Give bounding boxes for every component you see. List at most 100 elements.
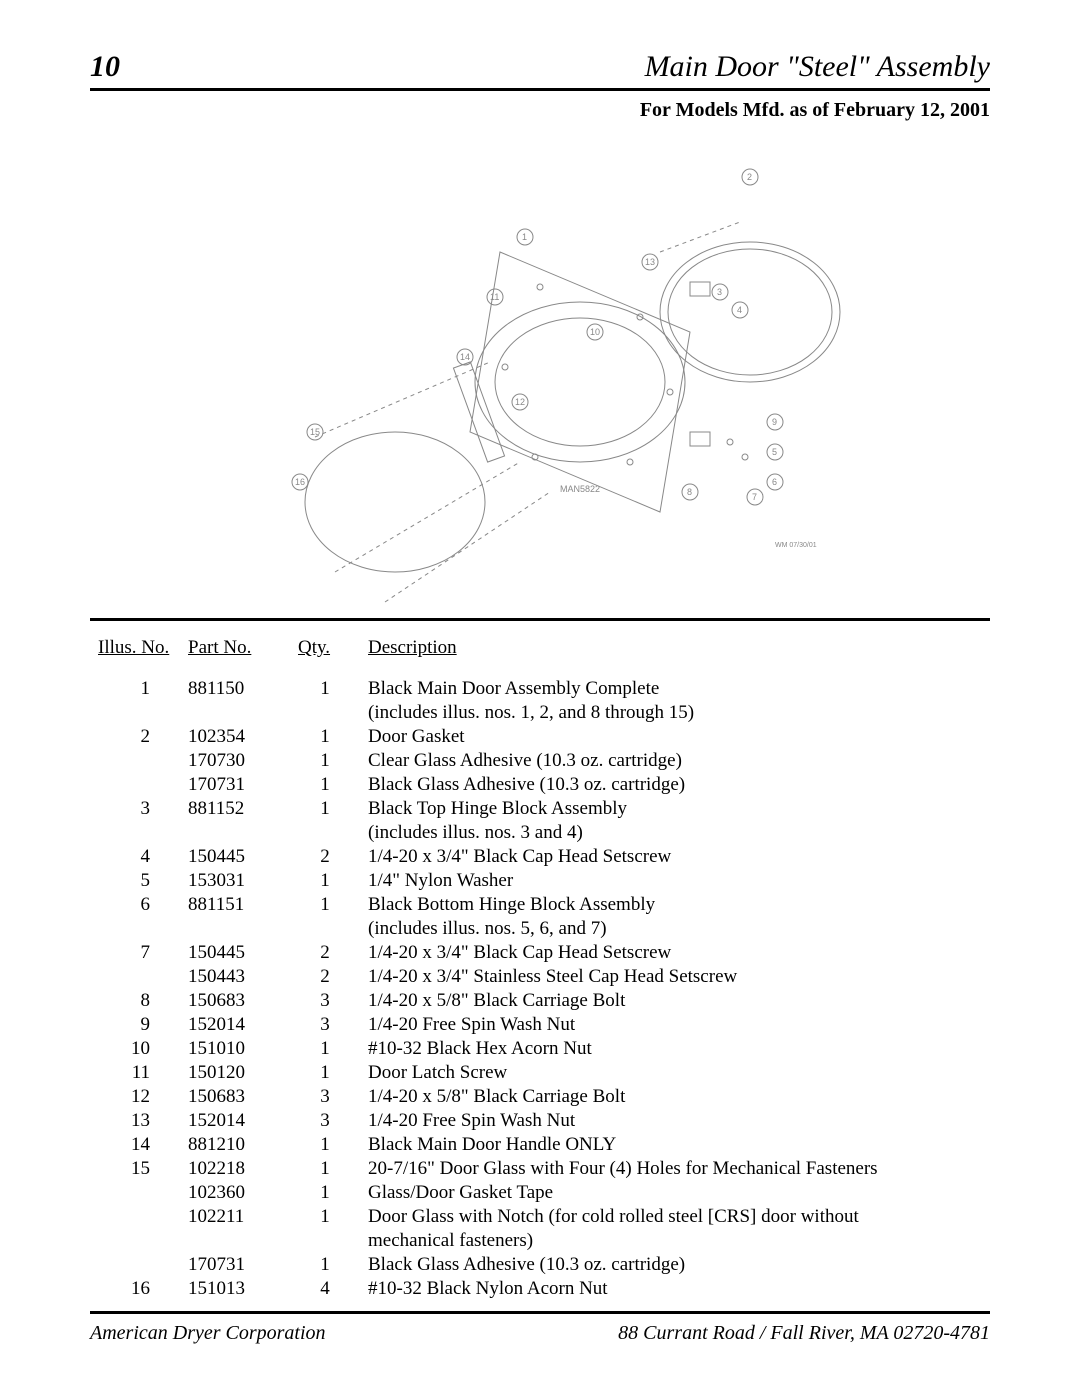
table-row: 715044521/4-20 x 3/4" Black Cap Head Set… (90, 941, 990, 965)
cell-desc: Black Main Door Handle ONLY (360, 1133, 990, 1157)
table-row: 1022111Door Glass with Notch (for cold r… (90, 1205, 990, 1229)
callout-4: 4 (732, 302, 748, 318)
table-row: 15044321/4-20 x 3/4" Stainless Steel Cap… (90, 965, 990, 989)
cell-desc: #10-32 Black Hex Acorn Nut (360, 1037, 990, 1061)
cell-part: 881152 (180, 797, 290, 821)
table-top-rule (90, 618, 990, 621)
table-row: 111501201Door Latch Screw (90, 1061, 990, 1085)
cell-illus: 12 (90, 1085, 180, 1109)
cell-qty: 1 (290, 869, 360, 893)
cell-qty (290, 701, 360, 725)
callout-14: 14 (457, 349, 473, 365)
svg-text:3: 3 (717, 287, 722, 297)
table-row: 148812101Black Main Door Handle ONLY (90, 1133, 990, 1157)
footer-company: American Dryer Corporation (90, 1322, 326, 1345)
cell-illus: 2 (90, 725, 180, 749)
cell-part: 102211 (180, 1205, 290, 1229)
cell-desc: 20-7/16" Door Glass with Four (4) Holes … (360, 1157, 990, 1181)
svg-text:15: 15 (310, 427, 320, 437)
cell-desc: 1/4" Nylon Washer (360, 869, 990, 893)
cell-part: 881151 (180, 893, 290, 917)
cell-desc: 1/4-20 Free Spin Wash Nut (360, 1109, 990, 1133)
page-number: 10 (90, 50, 120, 84)
svg-text:1: 1 (522, 232, 527, 242)
cell-desc: 1/4-20 x 3/4" Stainless Steel Cap Head S… (360, 965, 990, 989)
cell-illus: 16 (90, 1277, 180, 1301)
cell-illus: 8 (90, 989, 180, 1013)
svg-text:2: 2 (747, 172, 752, 182)
cell-part: 150445 (180, 845, 290, 869)
cell-part: 102354 (180, 725, 290, 749)
svg-text:7: 7 (752, 492, 757, 502)
cell-qty: 4 (290, 1277, 360, 1301)
subtitle: For Models Mfd. as of February 12, 2001 (90, 99, 990, 122)
cell-desc: Black Glass Adhesive (10.3 oz. cartridge… (360, 1253, 990, 1277)
svg-text:14: 14 (460, 352, 470, 362)
cell-desc: 1/4-20 x 3/4" Black Cap Head Setscrew (360, 845, 990, 869)
page-title: Main Door "Steel" Assembly (645, 50, 990, 84)
cell-illus: 9 (90, 1013, 180, 1037)
cell-part: 150683 (180, 1085, 290, 1109)
cell-desc: Black Top Hinge Block Assembly (360, 797, 990, 821)
footer-address: 88 Currant Road / Fall River, MA 02720-4… (618, 1322, 990, 1345)
callout-11: 11 (487, 289, 503, 305)
table-header-row: Illus. No. Part No. Qty. Description (90, 633, 990, 677)
table-row: 18811501Black Main Door Assembly Complet… (90, 677, 990, 701)
cell-desc: 1/4-20 Free Spin Wash Nut (360, 1013, 990, 1037)
table-row: 1707311Black Glass Adhesive (10.3 oz. ca… (90, 1253, 990, 1277)
table-row: (includes illus. nos. 1, 2, and 8 throug… (90, 701, 990, 725)
svg-text:6: 6 (772, 477, 777, 487)
table-row: mechanical fasteners) (90, 1229, 990, 1253)
cell-part (180, 701, 290, 725)
header: 10 Main Door "Steel" Assembly (90, 50, 990, 91)
cell-part: 150120 (180, 1061, 290, 1085)
svg-text:16: 16 (295, 477, 305, 487)
exploded-diagram: 1 2 3 4 5 6 7 8 9 10 11 12 13 14 15 16 M… (90, 132, 990, 612)
cell-illus: 1 (90, 677, 180, 701)
cell-illus (90, 701, 180, 725)
cell-part: 150445 (180, 941, 290, 965)
cell-desc: 1/4-20 x 3/4" Black Cap Head Setscrew (360, 941, 990, 965)
cell-part: 152014 (180, 1013, 290, 1037)
table-row: 1023601Glass/Door Gasket Tape (90, 1181, 990, 1205)
cell-desc: Glass/Door Gasket Tape (360, 1181, 990, 1205)
col-header-illus: Illus. No. (90, 633, 180, 677)
cell-desc: (includes illus. nos. 5, 6, and 7) (360, 917, 990, 941)
cell-qty: 1 (290, 797, 360, 821)
cell-illus: 10 (90, 1037, 180, 1061)
svg-text:4: 4 (737, 305, 742, 315)
callout-15: 15 (307, 424, 323, 440)
cell-illus (90, 749, 180, 773)
callout-7: 7 (747, 489, 763, 505)
svg-text:11: 11 (490, 292, 499, 302)
cell-part: 153031 (180, 869, 290, 893)
table-row: (includes illus. nos. 5, 6, and 7) (90, 917, 990, 941)
footer: American Dryer Corporation 88 Currant Ro… (90, 1322, 990, 1345)
cell-illus (90, 1205, 180, 1229)
svg-text:9: 9 (772, 417, 777, 427)
cell-qty: 1 (290, 749, 360, 773)
table-row: 515303111/4" Nylon Washer (90, 869, 990, 893)
cell-illus: 15 (90, 1157, 180, 1181)
cell-part: 152014 (180, 1109, 290, 1133)
cell-illus (90, 821, 180, 845)
table-row: 1707301Clear Glass Adhesive (10.3 oz. ca… (90, 749, 990, 773)
cell-illus: 11 (90, 1061, 180, 1085)
cell-part: 150683 (180, 989, 290, 1013)
cell-qty: 1 (290, 1181, 360, 1205)
cell-illus (90, 1181, 180, 1205)
cell-desc: #10-32 Black Nylon Acorn Nut (360, 1277, 990, 1301)
cell-illus: 5 (90, 869, 180, 893)
cell-qty: 3 (290, 1085, 360, 1109)
callout-6: 6 (767, 474, 783, 490)
cell-desc: Door Glass with Notch (for cold rolled s… (360, 1205, 990, 1229)
cell-part: 170730 (180, 749, 290, 773)
callout-3: 3 (712, 284, 728, 300)
cell-desc: Door Latch Screw (360, 1061, 990, 1085)
cell-illus: 7 (90, 941, 180, 965)
callout-13: 13 (642, 254, 658, 270)
cell-illus (90, 1229, 180, 1253)
svg-text:12: 12 (515, 397, 525, 407)
cell-desc: 1/4-20 x 5/8" Black Carriage Bolt (360, 1085, 990, 1109)
cell-part: 150443 (180, 965, 290, 989)
